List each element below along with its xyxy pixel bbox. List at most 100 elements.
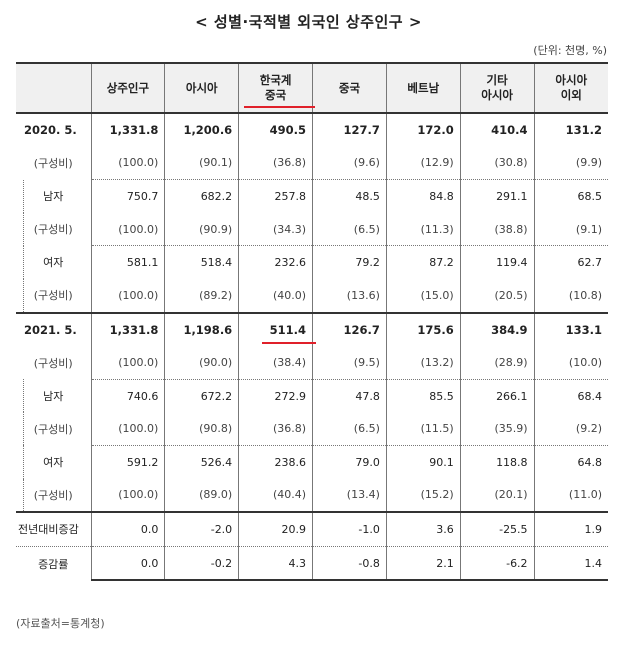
row-label: (구성비) bbox=[33, 157, 73, 171]
table-row: 남자 750.7 682.2 257.8 48.5 84.8 291.1 68.5 bbox=[16, 179, 608, 213]
column-header-line: 베트남 bbox=[407, 80, 440, 95]
row-label: 여자 bbox=[16, 445, 91, 479]
table-cell: 4.3 bbox=[238, 546, 313, 582]
table-cell: 47.8 bbox=[312, 378, 387, 413]
table-cell: 257.8 bbox=[238, 179, 313, 213]
row-label: (구성비) bbox=[16, 278, 91, 314]
table-cell: 133.1 bbox=[533, 312, 608, 347]
table-cell: 238.6 bbox=[238, 444, 313, 479]
table-cell: (9.5) bbox=[312, 346, 387, 380]
table-cell: (9.1) bbox=[533, 212, 608, 246]
row-label: 여자 bbox=[16, 245, 91, 280]
table-cell: 291.1 bbox=[459, 179, 535, 213]
row-label: 전년대비증감 bbox=[16, 512, 91, 547]
table-cell: (10.0) bbox=[533, 346, 608, 380]
table-cell: (15.0) bbox=[385, 278, 461, 314]
table-cell: 85.5 bbox=[385, 378, 461, 413]
table-cell: (9.6) bbox=[312, 146, 387, 180]
row-label: (구성비) bbox=[16, 478, 91, 514]
table-row: 전년대비증감 0.0 -2.0 20.9 -1.0 3.6 -25.5 1.9 bbox=[16, 512, 608, 547]
table-cell: 266.1 bbox=[459, 378, 535, 413]
table-cell: (13.6) bbox=[312, 278, 387, 314]
table-cell: 3.6 bbox=[385, 512, 461, 547]
table-cell: 672.2 bbox=[164, 378, 239, 413]
table-cell: (100.0) bbox=[90, 146, 165, 180]
table-cell: 90.1 bbox=[385, 444, 461, 479]
table-cell: (40.4) bbox=[238, 478, 313, 514]
table-cell: (89.0) bbox=[164, 478, 239, 514]
row-label: (구성비) bbox=[16, 212, 91, 246]
column-header-line: 아시아 bbox=[481, 88, 514, 102]
column-header-line: 이외 bbox=[560, 88, 582, 102]
table-cell: 0.0 bbox=[90, 546, 165, 582]
table-cell: 410.4 bbox=[459, 113, 535, 147]
table-cell: 48.5 bbox=[312, 179, 387, 213]
table-cell: 1,200.6 bbox=[164, 113, 239, 147]
table-cell: 1.4 bbox=[533, 546, 608, 582]
column-header-line: 상주인구 bbox=[106, 80, 150, 95]
table-cell: 79.2 bbox=[312, 245, 387, 279]
table-cell: (100.0) bbox=[90, 346, 165, 380]
table-cell: (90.9) bbox=[164, 212, 239, 246]
column-header-line: 아시아 bbox=[555, 73, 588, 87]
table-cell: 68.5 bbox=[533, 179, 608, 213]
table-cell: (12.9) bbox=[385, 146, 461, 180]
table-cell: (11.5) bbox=[385, 412, 461, 446]
table-cell: 740.6 bbox=[90, 378, 165, 413]
table-cell: (13.2) bbox=[385, 346, 461, 380]
table-cell: 62.7 bbox=[533, 245, 608, 279]
row-label: (구성비) bbox=[33, 356, 73, 370]
highlight-underline-value bbox=[262, 342, 316, 344]
table-cell: (100.0) bbox=[90, 212, 165, 246]
table-cell: (20.5) bbox=[459, 278, 535, 314]
table-cell: (20.1) bbox=[459, 478, 535, 514]
table-cell: 118.8 bbox=[459, 444, 535, 479]
column-header-line: 중국 bbox=[265, 88, 287, 102]
column-header-line: 기타 bbox=[486, 73, 508, 87]
column-header: 아시아 bbox=[164, 62, 239, 114]
table-cell: 591.2 bbox=[90, 444, 165, 479]
row-label: 남자 bbox=[16, 379, 91, 413]
table-cell: -6.2 bbox=[459, 546, 535, 582]
table-cell: 1,331.8 bbox=[90, 113, 165, 147]
table-cell: 750.7 bbox=[90, 179, 165, 213]
table-cell: (13.4) bbox=[312, 478, 387, 514]
table-cell: 172.0 bbox=[385, 113, 461, 147]
table-cell: 384.9 bbox=[459, 312, 535, 347]
table-cell: 119.4 bbox=[459, 245, 535, 279]
population-table: 상주인구 아시아 한국계 중국 중국 베트남 기타 아시아 아시아 이외 2020. 5. 1,33… bbox=[16, 62, 608, 582]
table-cell: (36.8) bbox=[238, 146, 313, 180]
table-cell: (9.2) bbox=[533, 412, 608, 446]
table-cell: 84.8 bbox=[385, 179, 461, 213]
table-cell: (100.0) bbox=[90, 478, 165, 514]
table-cell: 1.9 bbox=[533, 512, 608, 547]
table-cell: -0.2 bbox=[164, 546, 239, 582]
table-cell: (90.8) bbox=[164, 412, 239, 446]
table-cell: (90.0) bbox=[164, 346, 239, 380]
table-cell: (30.8) bbox=[459, 146, 535, 180]
unit-label: (단위: 천명, %) bbox=[533, 44, 607, 57]
column-header: 상주인구 bbox=[90, 62, 165, 114]
table-cell: (89.2) bbox=[164, 278, 239, 314]
table-cell: 2.1 bbox=[385, 546, 461, 582]
table-cell: 79.0 bbox=[312, 444, 387, 479]
column-header-line: 아시아 bbox=[185, 80, 218, 95]
table-cell: 175.6 bbox=[385, 312, 461, 347]
table-row: 여자 581.1 518.4 232.6 79.2 87.2 119.4 62.7 bbox=[16, 245, 608, 280]
table-row: 2021. 5. 1,331.8 1,198.6 511.4 126.7 175.6 384… bbox=[16, 312, 608, 347]
table-cell: -1.0 bbox=[312, 512, 387, 547]
table-cell: 581.1 bbox=[90, 245, 165, 279]
column-header: 베트남 bbox=[385, 62, 461, 114]
table-cell: 518.4 bbox=[164, 245, 239, 279]
table-cell: (11.0) bbox=[533, 478, 608, 514]
table-row: (구성비) (100.0) (90.1) (36.8) (9.6) (12.9) (30.8… bbox=[16, 146, 608, 180]
table-cell: 127.7 bbox=[312, 113, 387, 147]
table-cell: 0.0 bbox=[90, 512, 165, 547]
table-cell: 232.6 bbox=[238, 245, 313, 279]
highlight-underline-header bbox=[244, 106, 315, 108]
table-cell: 1,331.8 bbox=[90, 312, 165, 347]
table-row: 여자 591.2 526.4 238.6 79.0 90.1 118.8 64.8 bbox=[16, 444, 608, 479]
table-row: 증감률 0.0 -0.2 4.3 -0.8 2.1 -6.2 1.4 bbox=[16, 546, 608, 582]
row-label: 증감률 bbox=[38, 557, 69, 571]
table-cell: 131.2 bbox=[533, 113, 608, 147]
